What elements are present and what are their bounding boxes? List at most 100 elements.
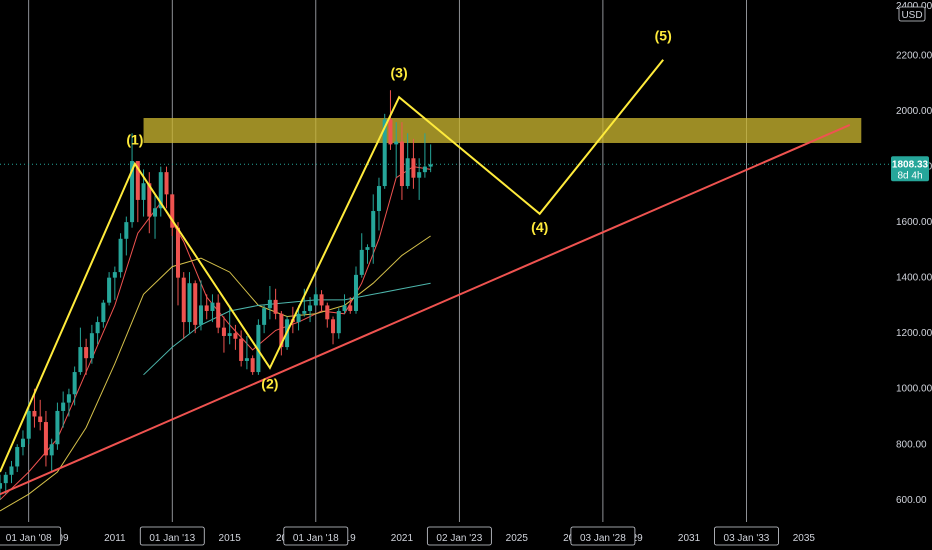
price-tick-label: 1400.00 <box>896 273 932 284</box>
candle-body <box>227 333 232 336</box>
date-label-text: 02 Jan '23 <box>436 533 482 544</box>
candle-body <box>279 313 284 348</box>
price-axis[interactable]: 600.00 800.00 1000.00 1200.00 1400.00 1600.00… <box>890 0 932 550</box>
candle-body <box>348 305 353 311</box>
candle-body <box>0 483 3 489</box>
candle-body <box>130 161 135 223</box>
candle-body <box>376 186 381 212</box>
moving-average-line <box>143 282 431 376</box>
candle-body <box>262 308 267 325</box>
candle-body <box>313 294 318 306</box>
date-label-text: 03 Jan '28 <box>580 533 626 544</box>
candle-body <box>267 299 272 309</box>
candle-body <box>84 347 89 359</box>
candle-body <box>78 347 83 373</box>
candle-body <box>135 161 140 200</box>
time-tick-label: 2011 <box>104 533 126 544</box>
time-tick-label: 2015 <box>219 533 242 544</box>
candle-body <box>107 277 112 303</box>
candle-body <box>210 302 215 311</box>
candle-body <box>55 410 60 445</box>
date-label-chip[interactable] <box>714 526 779 546</box>
last-price-badge[interactable] <box>891 156 929 182</box>
candle-body <box>124 222 129 239</box>
date-label-text: 03 Jan '33 <box>724 533 770 544</box>
elliott-wave-layer: (1) (2) (3) (4) (5) <box>0 27 672 473</box>
candle-body <box>153 208 158 217</box>
wave-label-5: (5) <box>655 27 672 43</box>
candle-body <box>296 313 301 323</box>
candle-body <box>26 410 31 439</box>
candle-body <box>89 333 94 359</box>
price-tick-label: 800.00 <box>896 439 927 450</box>
date-label-chip[interactable] <box>0 526 62 546</box>
candle-body <box>256 324 261 373</box>
date-label-chip[interactable] <box>570 526 636 546</box>
date-label-chip[interactable] <box>283 526 349 546</box>
candle-body <box>198 305 203 325</box>
wave-label-3: (3) <box>391 65 408 81</box>
candle-body <box>359 249 364 275</box>
candle-body <box>187 283 192 323</box>
candle-body <box>382 119 387 187</box>
moving-average-line <box>0 235 431 512</box>
candle-body <box>221 327 226 336</box>
candle-body <box>428 164 433 167</box>
date-label-chip[interactable] <box>426 526 492 546</box>
candle-body <box>365 247 370 250</box>
candle-body <box>49 444 54 456</box>
candle-body <box>216 302 221 328</box>
candle-body <box>273 299 278 314</box>
candle-body <box>175 227 181 278</box>
candle-body <box>233 333 238 339</box>
currency-label: USD <box>901 10 922 21</box>
candle-body <box>405 158 410 187</box>
price-axis-background <box>890 0 932 550</box>
candle-body <box>250 358 255 373</box>
candle-body <box>331 319 336 334</box>
candle-body <box>319 294 324 306</box>
wave-label-4: (4) <box>531 219 548 235</box>
candle-body <box>399 141 404 187</box>
candle-body <box>204 305 209 311</box>
price-tick-label: 2200.00 <box>896 51 932 62</box>
candle-body <box>101 302 106 323</box>
candle-body <box>43 422 48 456</box>
candle-body <box>181 277 186 323</box>
candle-body <box>95 322 100 334</box>
moving-average-layer <box>0 166 431 512</box>
date-label-text: 01 Jan '13 <box>149 533 195 544</box>
resistance-zone <box>143 118 862 143</box>
support-trendline <box>0 124 851 496</box>
candle-body <box>422 166 427 173</box>
time-tick-label: 2031 <box>678 533 701 544</box>
candle-body <box>170 194 175 228</box>
trendline-layer <box>0 124 851 496</box>
candle-body <box>15 447 20 467</box>
time-axis[interactable]: 2007200920112015201720192021202520272029… <box>0 522 932 550</box>
candle-body <box>244 358 249 361</box>
price-tick-label: 2000.00 <box>896 106 932 117</box>
candle-body <box>336 310 341 334</box>
price-tick-label: 1200.00 <box>896 328 932 339</box>
date-label-text: 01 Jan '18 <box>293 533 339 544</box>
date-label-chip[interactable] <box>139 526 205 546</box>
candle-body <box>325 305 330 320</box>
last-price-value: 1808.33 <box>892 159 929 170</box>
candle-body <box>394 141 399 145</box>
candle-body <box>417 172 422 178</box>
price-tick-label: 1000.00 <box>896 384 932 395</box>
candle-body <box>158 172 163 209</box>
candle-body <box>308 305 313 311</box>
candle-body <box>353 274 359 311</box>
candle-body <box>112 272 117 278</box>
candle-body <box>371 211 376 248</box>
time-tick-label: 2025 <box>506 533 529 544</box>
candle-body <box>9 466 14 475</box>
elliott-wave-path <box>0 59 664 473</box>
candle-body <box>118 238 123 273</box>
price-tick-label: 600.00 <box>896 495 927 506</box>
candle-body <box>38 416 43 423</box>
